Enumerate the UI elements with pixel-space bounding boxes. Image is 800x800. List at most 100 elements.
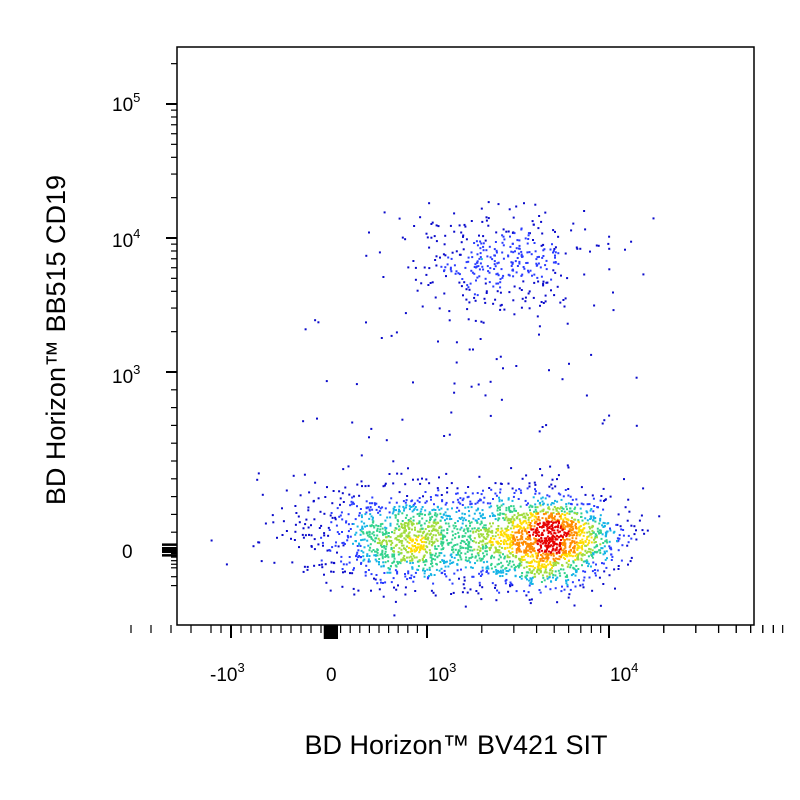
event-dot: [590, 517, 593, 520]
event-dot: [312, 500, 315, 503]
event-dot: [271, 514, 274, 517]
event-dot: [473, 512, 476, 515]
event-dot: [323, 532, 326, 535]
event-dot: [431, 553, 434, 556]
event-dot: [488, 530, 491, 533]
event-dot: [429, 519, 431, 522]
event-dot: [609, 529, 612, 532]
event-dot: [347, 523, 350, 526]
event-dot: [406, 524, 409, 527]
event-dot: [478, 268, 481, 271]
event-dot: [456, 528, 459, 531]
event-dot: [376, 582, 379, 585]
event-dot: [539, 558, 542, 560]
event-dot: [432, 582, 435, 585]
event-dot: [557, 524, 560, 527]
event-dot: [503, 518, 506, 521]
event-dot: [487, 572, 490, 575]
event-dot: [449, 268, 452, 271]
event-dot: [429, 553, 432, 556]
event-dot: [500, 539, 502, 542]
event-dot: [556, 557, 559, 560]
event-dot: [338, 490, 341, 493]
event-dot: [260, 560, 263, 563]
event-dot: [522, 527, 525, 530]
event-dot: [538, 492, 541, 495]
event-dot: [522, 520, 525, 523]
event-dot: [511, 560, 514, 563]
event-dot: [561, 378, 564, 381]
event-dot: [585, 551, 588, 554]
event-dot: [587, 522, 590, 525]
event-dot: [512, 522, 515, 525]
event-dot: [620, 528, 623, 531]
event-dot: [588, 530, 591, 533]
event-dot: [444, 535, 447, 538]
event-dot: [515, 549, 518, 552]
event-dot: [363, 558, 366, 561]
event-dot: [392, 577, 395, 580]
event-dot: [512, 495, 515, 498]
event-dot: [585, 544, 588, 547]
event-dot: [385, 545, 388, 548]
event-dot: [483, 527, 486, 529]
event-dot: [584, 517, 587, 520]
event-dot: [552, 573, 555, 576]
event-dot: [494, 298, 497, 301]
event-dot: [531, 570, 534, 573]
event-dot: [392, 550, 395, 553]
event-dot: [469, 282, 472, 285]
event-dot: [528, 568, 531, 571]
event-dot: [551, 524, 554, 527]
event-dot: [462, 529, 465, 532]
event-dot: [363, 522, 366, 525]
event-dot: [473, 293, 476, 296]
event-dot: [503, 538, 506, 541]
event-dot: [479, 515, 482, 517]
event-dot: [424, 491, 427, 493]
event-dot: [391, 512, 394, 515]
event-dot: [498, 513, 501, 516]
event-dot: [352, 495, 355, 498]
event-dot: [508, 518, 511, 521]
event-dot: [531, 542, 534, 545]
event-dot: [545, 525, 548, 528]
event-dot: [464, 605, 467, 608]
event-dot: [504, 579, 507, 582]
event-dot: [486, 565, 489, 568]
event-dot: [600, 531, 602, 534]
event-dot: [528, 290, 531, 293]
event-dot: [472, 348, 474, 351]
event-dot: [501, 234, 504, 237]
event-dot: [565, 582, 568, 585]
event-dot: [507, 570, 510, 573]
event-dot: [477, 507, 480, 510]
event-dot: [419, 216, 422, 219]
event-dot: [403, 547, 406, 550]
event-dot: [550, 503, 553, 506]
event-dot: [554, 562, 557, 564]
event-dot: [566, 508, 568, 511]
event-dot: [362, 532, 365, 535]
event-dot: [525, 512, 528, 515]
event-dot: [527, 534, 530, 537]
event-dot: [571, 498, 574, 501]
event-dot: [368, 436, 370, 439]
event-dot: [609, 546, 612, 549]
event-dot: [480, 242, 483, 245]
event-dot: [480, 320, 483, 323]
event-dot: [527, 234, 530, 237]
event-dot: [431, 544, 434, 547]
event-dot: [544, 570, 547, 573]
event-dot: [558, 543, 561, 546]
event-dot: [414, 542, 416, 544]
event-dot: [544, 544, 547, 547]
event-dot: [530, 253, 533, 256]
event-dot: [411, 557, 414, 560]
event-dot: [391, 553, 394, 556]
event-dot: [402, 505, 405, 508]
event-dot: [387, 532, 390, 534]
event-dot: [576, 557, 579, 560]
event-dot: [544, 497, 547, 500]
event-dot: [306, 565, 309, 568]
